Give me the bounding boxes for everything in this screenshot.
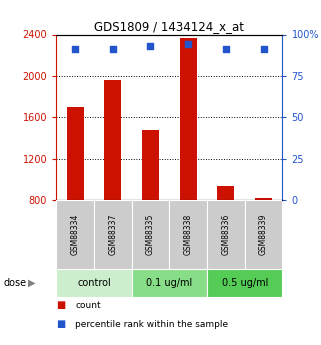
Text: GSM88336: GSM88336 [221,214,230,255]
Text: GSM88338: GSM88338 [184,214,193,255]
Text: control: control [77,278,111,288]
Point [261,47,266,52]
Bar [132,269,207,297]
Text: ■: ■ [56,300,65,310]
Bar [169,200,207,269]
Point [148,43,153,49]
Text: GSM88335: GSM88335 [146,214,155,255]
Bar [142,130,159,200]
Bar [245,200,282,269]
Title: GDS1809 / 1434124_x_at: GDS1809 / 1434124_x_at [94,20,244,33]
Point [73,47,78,52]
Point [223,47,229,52]
Text: GSM88337: GSM88337 [108,214,117,255]
Bar [104,80,121,200]
Text: dose: dose [3,278,26,288]
Text: ▶: ▶ [28,278,36,288]
Bar [217,186,234,200]
Text: count: count [75,301,101,310]
Bar [207,269,282,297]
Text: GSM88334: GSM88334 [71,214,80,255]
Text: 0.5 ug/ml: 0.5 ug/ml [221,278,268,288]
Point [110,47,115,52]
Point [186,42,191,47]
Text: 0.1 ug/ml: 0.1 ug/ml [146,278,193,288]
Text: GSM88339: GSM88339 [259,214,268,255]
Text: percentile rank within the sample: percentile rank within the sample [75,320,229,329]
Bar [56,269,132,297]
Bar [132,200,169,269]
Bar [66,107,83,200]
Text: ■: ■ [56,319,65,329]
Bar [207,200,245,269]
Bar [56,200,94,269]
Bar [255,198,272,200]
Bar [180,38,197,200]
Bar [94,200,132,269]
